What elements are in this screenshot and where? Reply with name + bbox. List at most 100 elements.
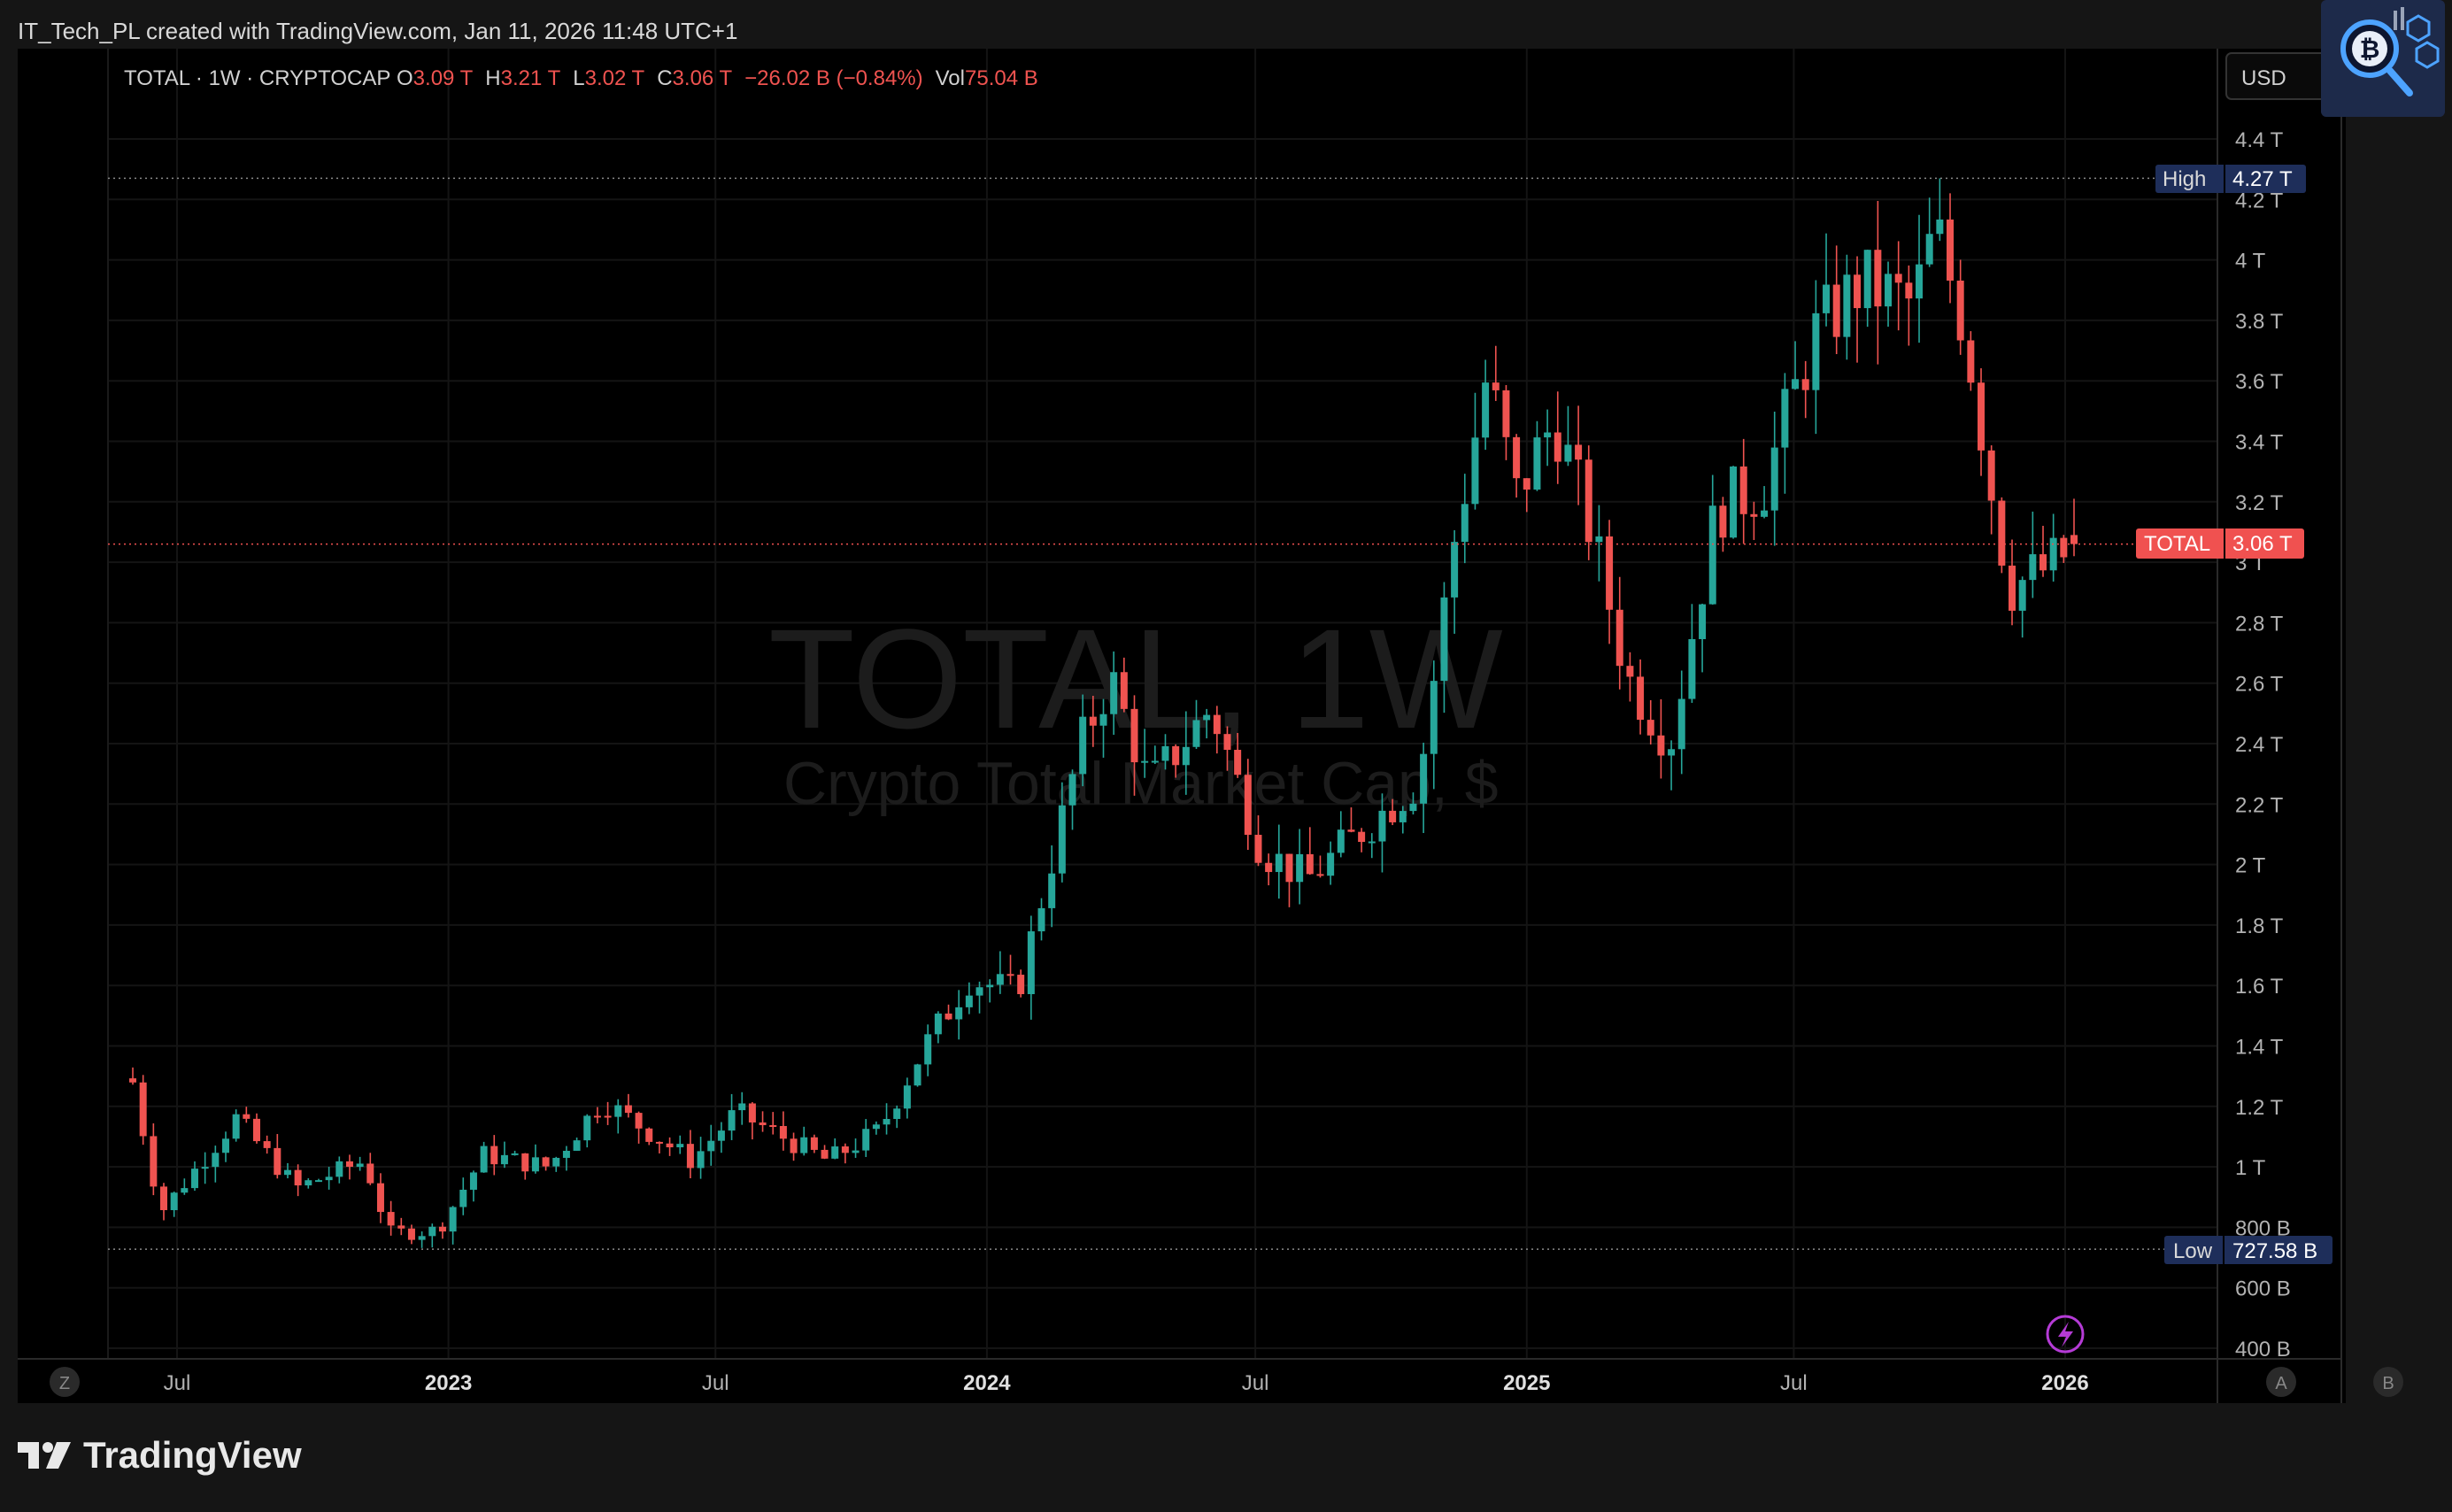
candle-body: [1792, 379, 1800, 390]
candle-body: [366, 1163, 374, 1184]
candle-body: [1708, 505, 1716, 605]
price-tags: High 4.27 T TOTAL 3.06 T Low 727.58 B: [2136, 165, 2332, 1264]
candle-body: [428, 1226, 436, 1237]
candle-body: [614, 1105, 622, 1117]
y-tick-label: 2.6 T: [2235, 673, 2284, 697]
b-button[interactable]: B: [2373, 1367, 2403, 1397]
candle-body: [1492, 382, 1500, 390]
candle-body: [552, 1157, 560, 1167]
candle-body: [1585, 459, 1592, 543]
candle-body: [1068, 774, 1076, 806]
candle-body: [1750, 513, 1758, 517]
candle-body: [1657, 735, 1665, 756]
lightning-icon[interactable]: [2046, 1315, 2085, 1354]
candle-body: [1978, 382, 1986, 451]
candle-body: [1254, 835, 1262, 863]
candle-body: [1615, 609, 1623, 667]
candle-body: [1719, 505, 1727, 538]
candle-body: [490, 1146, 498, 1165]
candle-body: [150, 1136, 158, 1187]
candle-body: [1409, 803, 1417, 812]
candle-body: [1533, 437, 1541, 490]
x-tick-label: 2025: [1503, 1371, 1550, 1395]
candle-body: [511, 1153, 519, 1155]
candle-body: [893, 1108, 901, 1120]
tradingview-footer-logo[interactable]: TradingView: [18, 1434, 302, 1477]
legend-symbol: TOTAL · 1W · CRYPTOCAP: [124, 66, 390, 90]
candle-body: [1048, 873, 1056, 908]
candle-body: [1223, 734, 1231, 751]
candle-body: [1327, 852, 1335, 876]
candle-body: [1151, 760, 1159, 763]
y-tick-label: 2.2 T: [2235, 793, 2284, 817]
candle-body: [1523, 478, 1531, 490]
candle-body: [170, 1192, 178, 1211]
candle-body: [2070, 535, 2078, 544]
candle-body: [831, 1146, 839, 1159]
candle-body: [1110, 672, 1118, 714]
y-tick-label: 400 B: [2235, 1338, 2291, 1362]
candle-body: [821, 1149, 829, 1159]
low-tag: Low 727.58 B: [2164, 1236, 2332, 1264]
candle-body: [1079, 716, 1087, 775]
svg-text:₿: ₿: [2360, 35, 2380, 63]
candle-body: [1513, 436, 1521, 479]
legend-ohlc: O3.09 T H3.21 T L3.02 T C3.06 T −26.02 B (−0…: [397, 66, 1038, 90]
candle-body: [1936, 220, 1944, 235]
watermark-description: Crypto Total Market Cap, $: [783, 750, 1499, 817]
candle-body: [190, 1169, 198, 1189]
currency-button[interactable]: USD: [2225, 52, 2338, 100]
candle-body: [345, 1161, 353, 1168]
legend-volume-value: 75.04 B: [965, 66, 1038, 90]
candle-body: [1947, 220, 1955, 281]
candle-body: [1916, 264, 1924, 299]
candle-body: [1699, 604, 1707, 639]
y-tick-label: 3.6 T: [2235, 370, 2284, 394]
candle-body: [748, 1103, 756, 1122]
candle-body: [790, 1138, 798, 1153]
candle-body: [1761, 510, 1769, 517]
candle-body: [232, 1114, 240, 1139]
z-button-label: Z: [59, 1374, 70, 1393]
candle-body: [1337, 829, 1345, 853]
tradingview-brand: TradingView: [83, 1434, 302, 1476]
candle-body: [1316, 874, 1324, 876]
candle-body: [655, 1141, 663, 1144]
price-chart[interactable]: TOTAL, 1W Crypto Total Market Cap, $ 4.4…: [0, 0, 2452, 1408]
candle-body: [562, 1150, 570, 1158]
candle-body: [263, 1141, 271, 1148]
legend-volume-label: Vol: [936, 66, 965, 90]
candle-body: [531, 1157, 539, 1172]
candle-body: [1502, 390, 1510, 437]
candle-body: [1037, 907, 1045, 932]
candle-body: [1843, 274, 1851, 337]
legend-high-label: H: [485, 66, 500, 90]
candle-body: [986, 984, 994, 988]
axis-mode-button-z[interactable]: Z: [50, 1367, 80, 1397]
legend-high-value: 3.21 T: [501, 66, 561, 90]
candle-body: [852, 1150, 860, 1153]
candle-body: [1575, 444, 1583, 460]
price-scale[interactable]: 4.4 T4.2 T4 T3.8 T3.6 T3.4 T3.2 T3 T2.8 …: [2235, 128, 2291, 1362]
candle-body: [1812, 312, 1820, 390]
candle-body: [810, 1137, 818, 1150]
time-scale[interactable]: Jul 2023 Jul 2024 Jul 2025 Jul 2026: [164, 1371, 2089, 1395]
candle-body: [583, 1115, 591, 1141]
auto-scale-button[interactable]: A: [2266, 1367, 2296, 1397]
candle-body: [1894, 274, 1902, 283]
x-tick-label: 2023: [425, 1371, 472, 1395]
candle-body: [1956, 280, 1964, 341]
y-tick-label: 2.8 T: [2235, 612, 2284, 636]
candle-body: [1172, 745, 1180, 766]
candle-body: [294, 1169, 302, 1186]
candle-body: [418, 1236, 426, 1240]
candle-body: [542, 1157, 550, 1167]
candle-body: [624, 1105, 632, 1114]
candle-body: [1285, 853, 1293, 883]
y-tick-label: 1 T: [2235, 1156, 2266, 1180]
candle-body: [1099, 714, 1107, 726]
candle-body: [635, 1113, 643, 1129]
candle-body: [738, 1103, 746, 1111]
candle-body: [1130, 708, 1138, 763]
y-tick-label: 2 T: [2235, 854, 2266, 878]
